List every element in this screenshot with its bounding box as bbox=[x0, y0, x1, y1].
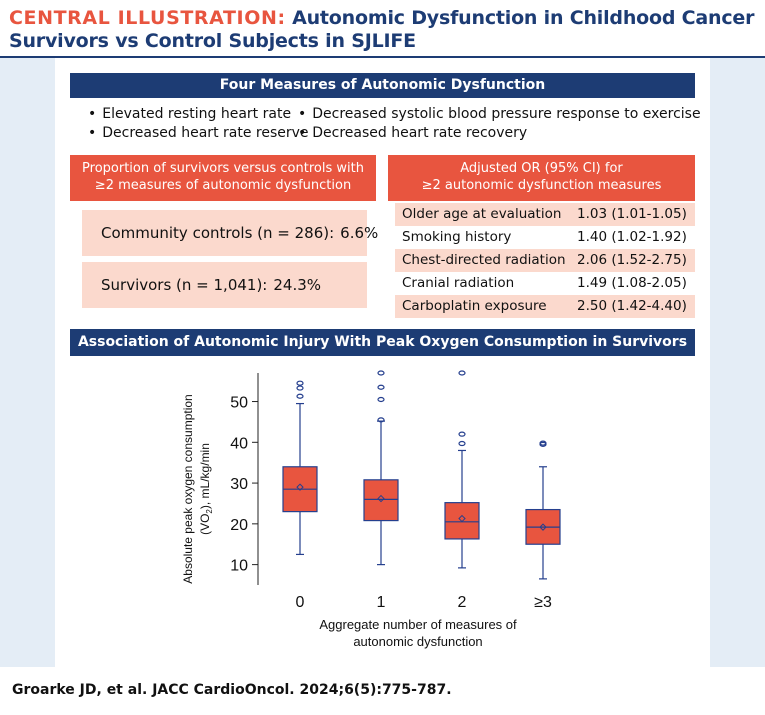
header-title-part1: Autonomic Dysfunction in Childhood Cance… bbox=[292, 7, 755, 29]
box-iqr bbox=[444, 502, 480, 540]
outlier-point bbox=[458, 370, 466, 376]
outlier-point bbox=[377, 396, 385, 403]
proportion-value: 6.6% bbox=[340, 224, 379, 242]
outlier-point bbox=[296, 385, 304, 391]
header-title-line1: CENTRAL ILLUSTRATION: Autonomic Dysfunct… bbox=[9, 7, 754, 29]
mean-marker bbox=[296, 483, 304, 491]
x-tick-label: 1 bbox=[377, 594, 386, 611]
header-banner: CENTRAL ILLUSTRATION: Autonomic Dysfunct… bbox=[0, 0, 765, 58]
y-axis-label-line2: (VO2), mL/kg/min bbox=[198, 443, 214, 535]
outlier-point bbox=[539, 440, 547, 446]
y-tick-label: 50 bbox=[230, 395, 248, 412]
odds-factor: Chest-directed radiation bbox=[402, 252, 566, 268]
y-axis-label-subscript: 2 bbox=[205, 509, 214, 514]
bullet-icon: • bbox=[298, 125, 307, 141]
citation: Groarke JD, et al. JACC CardioOncol. 202… bbox=[12, 682, 452, 698]
y-tick-label: 40 bbox=[230, 435, 248, 452]
proportion-header-line1: Proportion of survivors versus controls … bbox=[82, 161, 364, 176]
mean-marker bbox=[539, 523, 547, 531]
boxplot-chart: 10 20 30 40 50 0 1 2 ≥3 Absolute peak oxygen co… bbox=[130, 365, 636, 655]
association-title-bar: Association of Autonomic Injury With Pea… bbox=[70, 329, 695, 356]
proportion-label: Community controls (n = 286): bbox=[101, 224, 335, 242]
header-title-line2: Survivors vs Control Subjects in SJLIFE bbox=[9, 30, 416, 52]
box-group bbox=[525, 440, 561, 580]
measure-item: • Elevated resting heart rate bbox=[88, 106, 291, 122]
measure-item: • Decreased heart rate reserve bbox=[88, 125, 309, 141]
odds-factor: Smoking history bbox=[402, 229, 512, 245]
outlier-point bbox=[377, 417, 385, 423]
mean-marker bbox=[377, 494, 385, 503]
outlier-point bbox=[296, 380, 304, 386]
box-iqr bbox=[363, 479, 399, 522]
odds-row: Chest-directed radiation 2.06 (1.52-2.75) bbox=[395, 249, 695, 272]
y-axis-label-suffix: ), mL/kg/min bbox=[198, 443, 212, 509]
outlier-point bbox=[377, 370, 385, 376]
proportion-controls-box: Community controls (n = 286): 6.6% bbox=[82, 210, 378, 256]
measure-text: Decreased heart rate reserve bbox=[102, 125, 309, 141]
x-tick-label: 0 bbox=[296, 594, 305, 611]
measure-text: Elevated resting heart rate bbox=[102, 106, 292, 122]
odds-value: 1.40 (1.02-1.92) bbox=[577, 229, 687, 245]
odds-row: Cranial radiation 1.49 (1.08-2.05) bbox=[395, 272, 695, 295]
outlier-point bbox=[296, 393, 304, 399]
y-axis-ticks: 10 20 30 40 50 bbox=[230, 395, 258, 575]
outlier-point bbox=[458, 431, 466, 437]
x-tick-label: ≥3 bbox=[534, 594, 552, 611]
odds-header-line1: Adjusted OR (95% CI) for bbox=[460, 161, 623, 176]
odds-row: Carboplatin exposure 2.50 (1.42-4.40) bbox=[395, 295, 695, 318]
odds-value: 2.06 (1.52-2.75) bbox=[577, 252, 687, 268]
odds-row: Older age at evaluation 1.03 (1.01-1.05) bbox=[395, 203, 695, 226]
y-axis-label-line1: Absolute peak oxygen consumption bbox=[181, 394, 195, 583]
proportion-label: Survivors (n = 1,041): bbox=[101, 276, 268, 294]
bullet-icon: • bbox=[88, 106, 97, 122]
measures-title-bar: Four Measures of Autonomic Dysfunction bbox=[70, 73, 695, 98]
odds-factor: Cranial radiation bbox=[402, 275, 515, 291]
bullet-icon: • bbox=[298, 106, 307, 122]
odds-row: Smoking history 1.40 (1.02-1.92) bbox=[395, 226, 695, 249]
y-tick-label: 10 bbox=[230, 558, 248, 575]
box-group bbox=[282, 380, 318, 556]
box-group bbox=[363, 370, 399, 566]
proportion-survivors-box: Survivors (n = 1,041): 24.3% bbox=[82, 262, 367, 308]
y-axis-label-prefix: (VO bbox=[198, 514, 212, 535]
x-tick-label: 2 bbox=[458, 594, 467, 611]
outlier-point bbox=[377, 384, 385, 390]
measure-text: Decreased heart rate recovery bbox=[312, 125, 528, 141]
odds-value: 2.50 (1.42-4.40) bbox=[577, 298, 687, 314]
measure-item: • Decreased heart rate recovery bbox=[298, 125, 527, 141]
box-group bbox=[444, 370, 480, 569]
bullet-icon: • bbox=[88, 125, 97, 141]
proportion-header-line2: ≥2 measures of autonomic dysfunction bbox=[94, 178, 352, 193]
x-axis-label-line2: autonomic dysfunction bbox=[353, 634, 482, 649]
odds-value: 1.03 (1.01-1.05) bbox=[577, 206, 687, 222]
odds-factor: Older age at evaluation bbox=[402, 206, 562, 222]
measure-text: Decreased systolic blood pressure respon… bbox=[312, 106, 701, 122]
odds-factor: Carboplatin exposure bbox=[402, 298, 547, 314]
y-tick-label: 20 bbox=[230, 517, 248, 534]
odds-value: 1.49 (1.08-2.05) bbox=[577, 275, 687, 291]
y-tick-label: 30 bbox=[230, 476, 248, 493]
odds-ratio-header: Adjusted OR (95% CI) for ≥2 autonomic dy… bbox=[388, 155, 695, 201]
mean-marker bbox=[458, 514, 466, 523]
measure-item: • Decreased systolic blood pressure respo… bbox=[298, 106, 701, 122]
box-series bbox=[282, 370, 561, 580]
outlier-point bbox=[458, 440, 466, 447]
proportion-header: Proportion of survivors versus controls … bbox=[70, 155, 376, 201]
proportion-value: 24.3% bbox=[273, 276, 322, 294]
x-axis-ticks: 0 1 2 ≥3 bbox=[296, 594, 552, 611]
central-illustration-label: CENTRAL ILLUSTRATION: bbox=[9, 7, 286, 29]
odds-header-line2: ≥2 autonomic dysfunction measures bbox=[421, 178, 662, 193]
x-axis-label-line1: Aggregate number of measures of bbox=[319, 617, 517, 632]
